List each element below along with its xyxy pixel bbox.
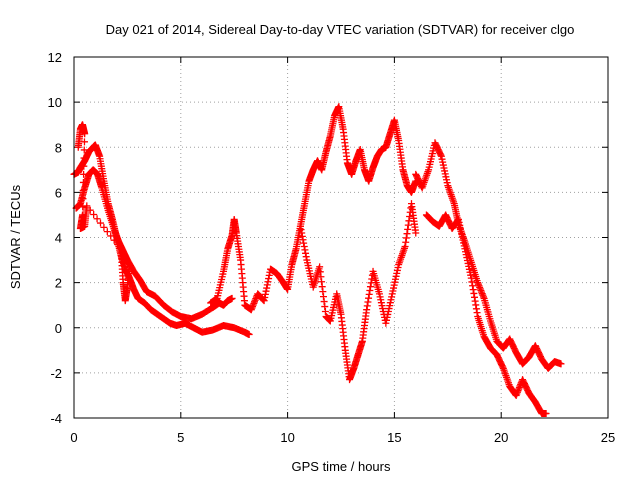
x-tick-label: 25 <box>601 430 615 445</box>
data-point <box>103 228 111 236</box>
x-tick-label: 0 <box>70 430 77 445</box>
x-tick-label: 10 <box>280 430 294 445</box>
data-point <box>80 154 88 162</box>
y-tick-label: 12 <box>48 50 62 65</box>
data-point <box>81 130 89 138</box>
y-tick-label: 6 <box>55 185 62 200</box>
data-point <box>107 232 115 240</box>
series-sdtvar-evening-low <box>422 211 550 417</box>
data-point <box>96 219 104 227</box>
series-sdtvar-midday-low <box>296 200 420 384</box>
series-sdtvar-midday <box>207 103 420 314</box>
series-sdtvar-evening <box>412 139 565 372</box>
data-point <box>228 294 236 302</box>
y-tick-label: -2 <box>50 366 62 381</box>
y-tick-label: 2 <box>55 276 62 291</box>
series-sdtvar-early-spikes <box>74 121 134 305</box>
y-tick-label: 0 <box>55 321 62 336</box>
data-point <box>79 203 87 211</box>
data-points <box>70 103 565 417</box>
x-axis-label: GPS time / hours <box>292 459 391 474</box>
data-point <box>557 360 565 368</box>
data-point <box>245 331 253 339</box>
data-point <box>412 229 420 237</box>
y-axis-label: SDTVAR / TECUs <box>8 184 23 289</box>
chart-title: Day 021 of 2014, Sidereal Day-to-day VTE… <box>106 22 575 37</box>
tick-labels: 0 5 10 15 20 25 -4 -2 0 2 4 6 8 10 12 <box>48 50 616 445</box>
data-point <box>110 236 118 244</box>
x-tick-label: 5 <box>177 430 184 445</box>
data-point <box>79 178 87 186</box>
data-point <box>80 146 88 154</box>
data-point <box>79 195 87 203</box>
data-point <box>90 210 98 218</box>
data-point <box>80 170 88 178</box>
data-point <box>80 138 88 146</box>
data-point <box>83 202 91 210</box>
data-point <box>100 223 108 231</box>
y-tick-label: -4 <box>50 411 62 426</box>
x-tick-label: 15 <box>387 430 401 445</box>
y-tick-label: 8 <box>55 140 62 155</box>
data-point <box>114 240 122 248</box>
data-point <box>93 215 101 223</box>
plot-frame <box>73 56 609 419</box>
x-tick-label: 20 <box>494 430 508 445</box>
y-tick-label: 4 <box>55 231 62 246</box>
data-point <box>126 261 134 269</box>
data-point <box>542 409 550 417</box>
data-point <box>86 206 94 214</box>
data-point <box>79 187 87 195</box>
y-tick-label: 10 <box>48 95 62 110</box>
data-point <box>80 162 88 170</box>
